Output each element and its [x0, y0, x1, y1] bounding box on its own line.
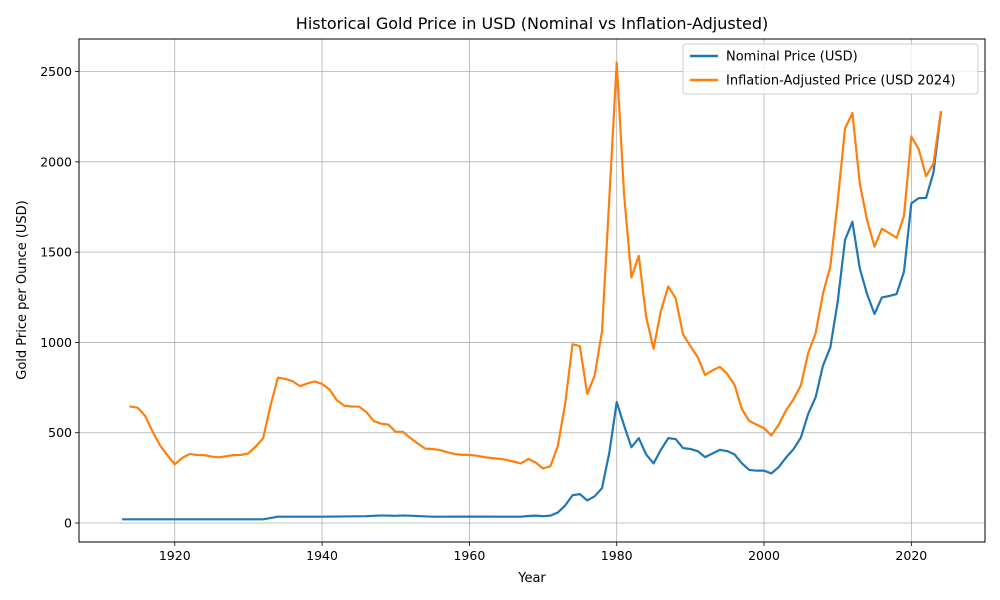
- chart-title: Historical Gold Price in USD (Nominal vs…: [296, 14, 768, 33]
- x-tick-label: 1980: [601, 548, 633, 563]
- series-line-nominal: [122, 111, 943, 521]
- x-tick-label: 1940: [306, 548, 338, 563]
- y-tick-label: 2500: [40, 64, 72, 79]
- y-axis-title: Gold Price per Ounce (USD): [15, 200, 30, 380]
- y-axis-ticks: 0 500 1000 1500 2000 2500: [40, 64, 79, 531]
- x-tick-label: 1920: [159, 548, 191, 563]
- series-lines: [122, 61, 943, 521]
- plot-area: [79, 39, 985, 542]
- series-line-inflation-adjusted: [129, 61, 943, 470]
- legend-box: [682, 43, 979, 95]
- y-tick-label: 2000: [40, 154, 72, 169]
- y-tick-label: 500: [48, 425, 72, 440]
- x-tick-label: 2020: [895, 548, 927, 563]
- x-axis-title: Year: [517, 571, 546, 586]
- legend-label-inflation-adjusted: Inflation-Adjusted Price (USD 2024): [726, 74, 956, 89]
- x-axis-ticks: 1920 1940 1960 1980 2000 2020: [159, 542, 927, 563]
- y-tick-label: 1000: [40, 335, 72, 350]
- y-tick-label: 1500: [40, 245, 72, 260]
- x-tick-label: 1960: [453, 548, 485, 563]
- grid-lines: [79, 39, 985, 542]
- y-tick-label: 0: [64, 516, 72, 531]
- legend-label-nominal: Nominal Price (USD): [726, 50, 858, 65]
- x-tick-label: 2000: [748, 548, 780, 563]
- legend: Nominal Price (USD) Inflation-Adjusted P…: [682, 43, 979, 95]
- plot-frame: [78, 38, 986, 543]
